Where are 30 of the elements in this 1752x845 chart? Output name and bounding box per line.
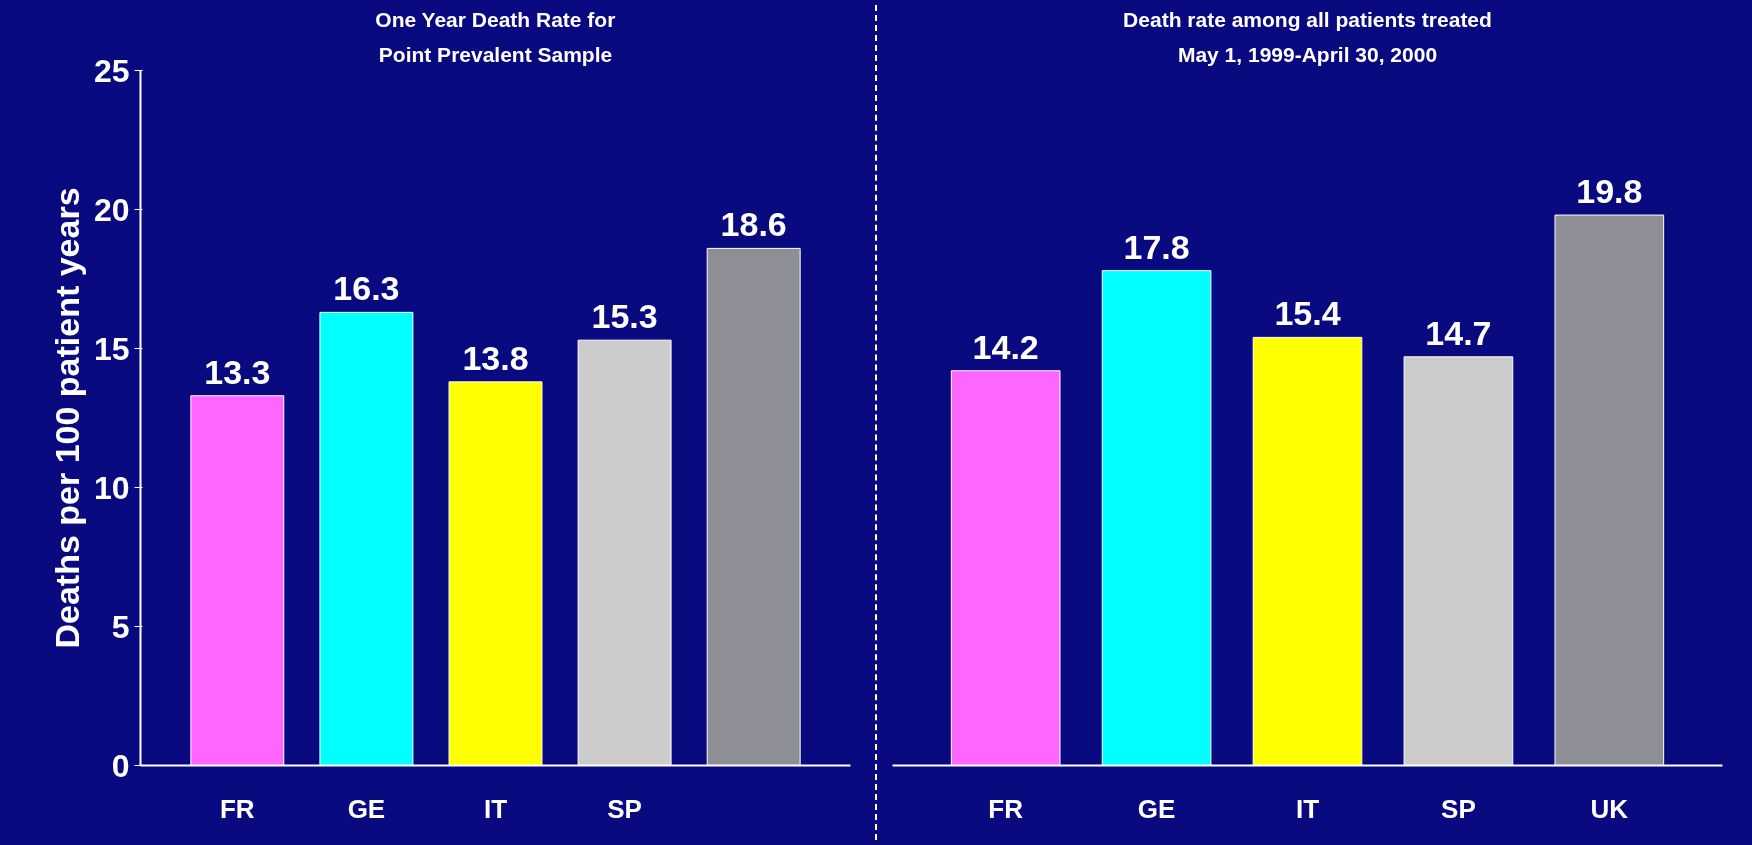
x-tick-label: FR <box>219 793 255 824</box>
x-tick-label: GE <box>347 793 386 824</box>
y-tick-label: 10 <box>93 469 130 506</box>
data-label: 13.8 <box>462 338 529 377</box>
data-label: 15.4 <box>1274 294 1341 333</box>
data-label: 18.6 <box>720 205 787 244</box>
y-tick-label: 0 <box>111 747 130 784</box>
x-tick-label: FR <box>988 793 1024 824</box>
x-tick-label: IT <box>1295 793 1320 824</box>
y-axis-title: Deaths per 100 patient years <box>47 187 86 649</box>
x-tick-label: SP <box>1441 793 1476 824</box>
x-tick-label: UK <box>1590 793 1629 824</box>
data-label: 14.2 <box>972 327 1039 366</box>
x-tick-label: GE <box>1137 793 1176 824</box>
data-label: 14.7 <box>1425 313 1492 352</box>
chart-title: One Year Death Rate for <box>375 7 616 31</box>
data-label: 17.8 <box>1123 227 1190 266</box>
data-label: 15.3 <box>591 297 658 336</box>
y-tick-label: 5 <box>111 608 130 645</box>
chart-title: Death rate among all patients treated <box>1123 7 1492 31</box>
data-label: 16.3 <box>333 269 400 308</box>
y-tick-label: 15 <box>93 330 130 367</box>
y-tick-label: 20 <box>93 191 130 228</box>
data-label: 13.3 <box>204 352 271 391</box>
y-tick-label: 25 <box>93 52 130 89</box>
data-label: 19.8 <box>1576 172 1643 211</box>
x-tick-label: IT <box>483 793 508 824</box>
chart-subtitle: May 1, 1999-April 30, 2000 <box>1177 42 1438 66</box>
chart-subtitle: Point Prevalent Sample <box>378 42 613 66</box>
x-tick-label: SP <box>607 793 642 824</box>
